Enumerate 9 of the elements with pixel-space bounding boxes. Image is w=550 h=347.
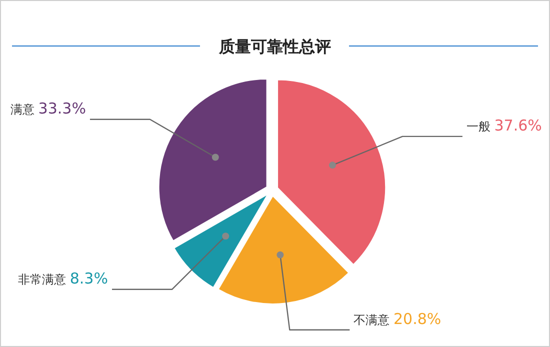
data-label: 37.6% — [494, 116, 542, 134]
slice-label: 一般 — [466, 119, 494, 134]
data-label: 33.3% — [38, 99, 86, 118]
slice-label: 不满意 — [354, 312, 394, 327]
title: 质量可靠性总评 — [219, 37, 331, 56]
data-label: 8.3% — [70, 269, 108, 288]
data-label: 20.8% — [394, 310, 442, 328]
slice-label: 满意 — [10, 102, 38, 116]
slice-label: 非常满意 — [18, 272, 70, 286]
